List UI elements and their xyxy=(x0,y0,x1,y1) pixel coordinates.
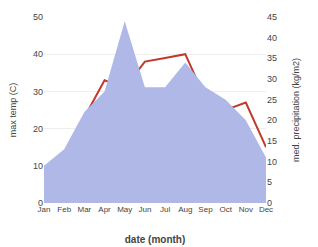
svg-text:0: 0 xyxy=(267,198,272,208)
svg-text:30: 30 xyxy=(33,87,43,97)
svg-text:20: 20 xyxy=(267,115,277,125)
svg-text:35: 35 xyxy=(267,53,277,63)
svg-text:Sep: Sep xyxy=(198,205,213,214)
svg-text:10: 10 xyxy=(267,157,277,167)
svg-text:Feb: Feb xyxy=(57,205,71,214)
svg-text:Oct: Oct xyxy=(219,205,232,214)
svg-text:15: 15 xyxy=(267,136,277,146)
svg-text:5: 5 xyxy=(267,177,272,187)
svg-text:Dec: Dec xyxy=(259,205,273,214)
svg-text:Jul: Jul xyxy=(160,205,170,214)
svg-text:May: May xyxy=(117,205,132,214)
svg-text:Mar: Mar xyxy=(77,205,91,214)
svg-text:40: 40 xyxy=(33,49,43,59)
svg-text:0: 0 xyxy=(38,198,43,208)
svg-text:45: 45 xyxy=(267,12,277,22)
svg-text:Nov: Nov xyxy=(239,205,253,214)
svg-text:40: 40 xyxy=(267,33,277,43)
svg-text:Jun: Jun xyxy=(138,205,151,214)
svg-text:med. precipitation (kg/m2): med. precipitation (kg/m2) xyxy=(291,58,301,162)
svg-text:Aug: Aug xyxy=(178,205,192,214)
svg-text:50: 50 xyxy=(33,12,43,22)
svg-text:25: 25 xyxy=(267,95,277,105)
svg-text:date (month): date (month) xyxy=(125,234,186,245)
svg-text:Jan: Jan xyxy=(38,205,51,214)
svg-text:20: 20 xyxy=(33,124,43,134)
svg-text:10: 10 xyxy=(33,161,43,171)
svg-text:max temp (C): max temp (C) xyxy=(8,83,18,138)
svg-text:30: 30 xyxy=(267,74,277,84)
svg-text:Apr: Apr xyxy=(98,205,111,214)
